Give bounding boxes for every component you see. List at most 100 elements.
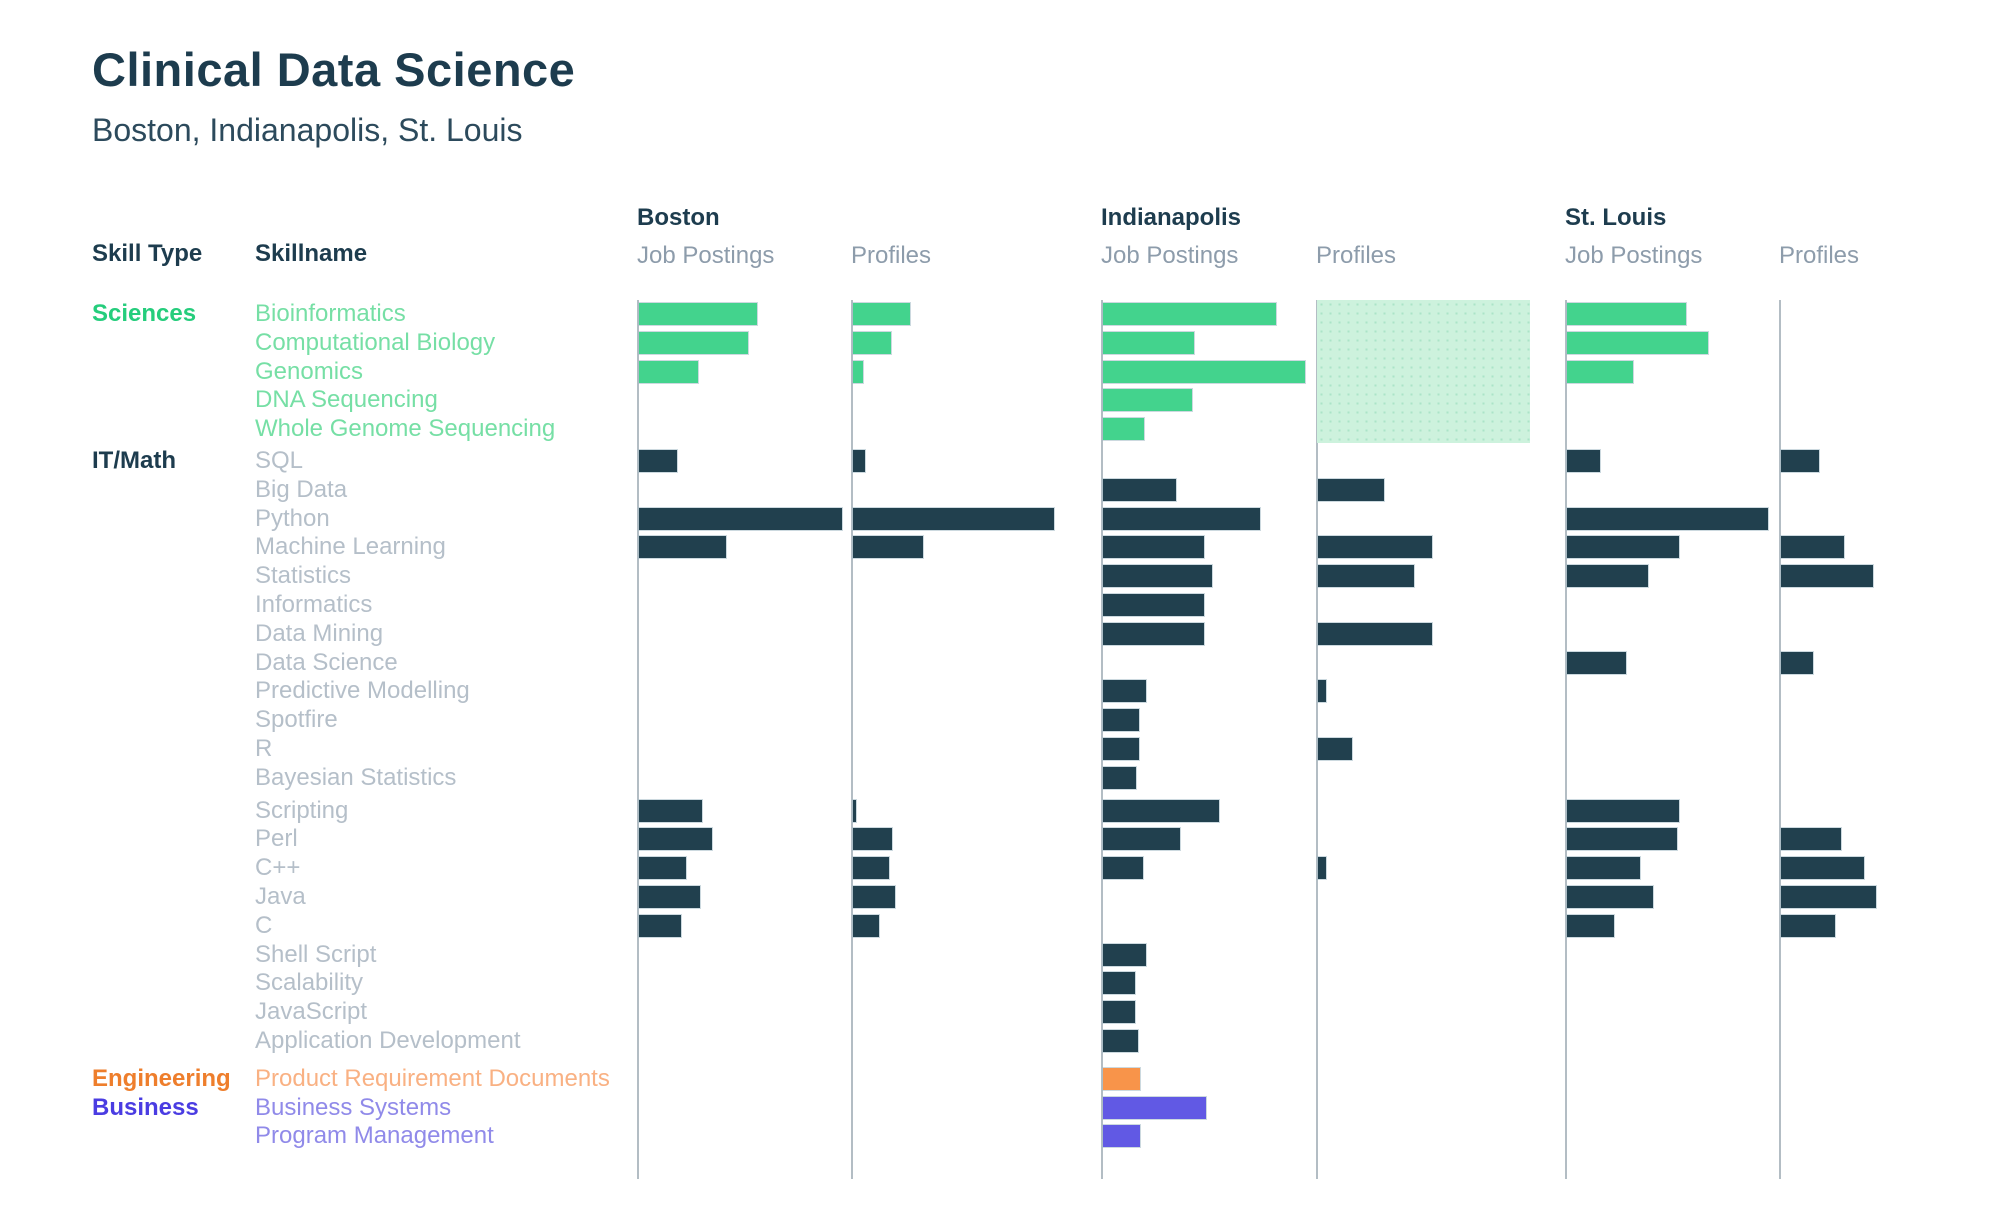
- bar-st-louis-job-postings-bioinformatics: [1567, 303, 1686, 325]
- bar-indianapolis-job-postings-business-systems: [1103, 1096, 1206, 1119]
- bar-indianapolis-job-postings-c: [1103, 857, 1143, 880]
- bar-boston-profiles-genomics: [853, 360, 863, 383]
- bar-boston-job-postings-scripting: [639, 799, 702, 822]
- metric-header-st-louis-profiles: Profiles: [1779, 242, 1860, 269]
- bar-boston-profiles-c: [853, 914, 879, 937]
- bar-boston-profiles-bioinformatics: [853, 303, 910, 325]
- skill-label-predictive-modelling: Predictive Modelling: [255, 677, 470, 705]
- skill-label-scripting: Scripting: [255, 796, 349, 824]
- bar-indianapolis-profiles-machine-learning: [1318, 536, 1432, 559]
- bar-indianapolis-job-postings-informatics: [1103, 594, 1204, 616]
- skill-label-python: Python: [255, 504, 330, 532]
- bar-boston-job-postings-java: [639, 886, 700, 908]
- bar-boston-job-postings-computational-biology: [639, 331, 748, 354]
- bar-indianapolis-job-postings-javascript: [1103, 1001, 1135, 1024]
- bar-st-louis-profiles-c: [1781, 857, 1864, 880]
- skill-label-computational-biology: Computational Biology: [255, 328, 496, 356]
- page-subtitle: Boston, Indianapolis, St. Louis: [92, 112, 523, 148]
- bar-boston-profiles-computational-biology: [853, 331, 891, 354]
- bar-indianapolis-job-postings-scripting: [1103, 799, 1219, 822]
- skill-label-product-requirement-documents: Product Requirement Documents: [255, 1064, 610, 1092]
- skill-label-program-management: Program Management: [255, 1122, 494, 1150]
- bar-boston-job-postings-c: [639, 857, 686, 880]
- bar-indianapolis-job-postings-whole-genome-sequencing: [1103, 418, 1144, 441]
- skill-label-bioinformatics: Bioinformatics: [255, 300, 406, 327]
- bar-st-louis-job-postings-java: [1567, 886, 1653, 908]
- bar-boston-job-postings-python: [639, 507, 842, 530]
- metric-header-st-louis-job-postings: Job Postings: [1565, 242, 1703, 269]
- metric-header-indianapolis-job-postings: Job Postings: [1101, 242, 1239, 269]
- bar-indianapolis-job-postings-genomics: [1103, 360, 1305, 383]
- skill-label-data-science: Data Science: [255, 648, 398, 676]
- highlight-box-indianapolis-profiles: [1317, 300, 1530, 443]
- axis-line-4: [1565, 300, 1567, 1179]
- metric-header-boston-job-postings: Job Postings: [637, 242, 775, 269]
- bar-st-louis-profiles-machine-learning: [1781, 536, 1844, 559]
- bar-indianapolis-job-postings-data-mining: [1103, 622, 1204, 645]
- bar-indianapolis-job-postings-product-requirement-documents: [1103, 1067, 1140, 1090]
- metric-header-boston-profiles: Profiles: [851, 242, 932, 269]
- bar-indianapolis-profiles-big-data: [1318, 478, 1384, 501]
- bar-st-louis-job-postings-scripting: [1567, 799, 1679, 822]
- skill-label-big-data: Big Data: [255, 475, 348, 503]
- bar-indianapolis-profiles-r: [1318, 738, 1352, 760]
- bar-indianapolis-profiles-predictive-modelling: [1318, 680, 1326, 703]
- city-header-st-louis: St. Louis: [1565, 204, 1667, 231]
- skill-label-perl: Perl: [255, 825, 298, 853]
- skill-type-column-header: Skill Type: [92, 240, 203, 267]
- bar-boston-profiles-java: [853, 886, 895, 908]
- skill-label-data-mining: Data Mining: [255, 619, 384, 647]
- axis-line-5: [1779, 300, 1781, 1179]
- skill-label-shell-script: Shell Script: [255, 940, 377, 968]
- bar-st-louis-profiles-data-science: [1781, 651, 1813, 674]
- bar-st-louis-job-postings-computational-biology: [1567, 331, 1708, 354]
- skill-label-business-systems: Business Systems: [255, 1093, 452, 1121]
- bar-st-louis-profiles-perl: [1781, 828, 1841, 851]
- bar-indianapolis-job-postings-machine-learning: [1103, 536, 1204, 559]
- axis-line-1: [851, 300, 853, 1179]
- skill-label-genomics: Genomics: [255, 357, 364, 385]
- skill-label-whole-genome-sequencing: Whole Genome Sequencing: [255, 415, 556, 443]
- bar-st-louis-profiles-java: [1781, 886, 1876, 908]
- bar-indianapolis-job-postings-spotfire: [1103, 709, 1139, 732]
- bar-indianapolis-job-postings-application-development: [1103, 1030, 1138, 1052]
- bar-st-louis-job-postings-statistics: [1567, 565, 1648, 588]
- skill-label-sql: SQL: [255, 447, 304, 474]
- skill-label-scalability: Scalability: [255, 969, 364, 997]
- bar-boston-profiles-python: [853, 507, 1054, 530]
- skillname-column-header: Skillname: [255, 240, 368, 267]
- skill-label-statistics: Statistics: [255, 562, 352, 590]
- bar-indianapolis-job-postings-scalability: [1103, 972, 1135, 995]
- bar-boston-job-postings-perl: [639, 828, 712, 851]
- bar-boston-profiles-perl: [853, 828, 892, 851]
- bar-st-louis-profiles-c: [1781, 914, 1835, 937]
- skill-label-javascript: JavaScript: [255, 998, 368, 1026]
- bar-indianapolis-job-postings-shell-script: [1103, 943, 1146, 966]
- bar-st-louis-profiles-statistics: [1781, 565, 1873, 588]
- bar-indianapolis-job-postings-big-data: [1103, 478, 1176, 501]
- bar-indianapolis-job-postings-bioinformatics: [1103, 303, 1276, 325]
- bar-boston-profiles-sql: [853, 450, 865, 472]
- bar-indianapolis-job-postings-perl: [1103, 828, 1180, 851]
- bar-boston-job-postings-genomics: [639, 360, 698, 383]
- bar-st-louis-job-postings-sql: [1567, 450, 1600, 472]
- axis-line-2: [1101, 300, 1103, 1179]
- bar-st-louis-job-postings-data-science: [1567, 651, 1626, 674]
- bar-st-louis-job-postings-perl: [1567, 828, 1677, 851]
- bar-indianapolis-job-postings-dna-sequencing: [1103, 389, 1192, 412]
- bar-boston-profiles-scripting: [853, 799, 856, 822]
- bar-indianapolis-job-postings-statistics: [1103, 565, 1212, 588]
- skill-type-label-it: IT/Math: [92, 447, 176, 474]
- skill-label-dna-sequencing: DNA Sequencing: [255, 386, 438, 414]
- metric-header-indianapolis-profiles: Profiles: [1316, 242, 1397, 269]
- skill-type-label-business: Business: [92, 1093, 199, 1121]
- bar-boston-job-postings-machine-learning: [639, 536, 726, 559]
- bar-boston-job-postings-bioinformatics: [639, 303, 757, 325]
- city-header-indianapolis: Indianapolis: [1101, 204, 1242, 231]
- bar-indianapolis-profiles-c: [1318, 857, 1326, 880]
- bar-indianapolis-job-postings-python: [1103, 507, 1260, 530]
- skill-label-c: C++: [255, 854, 301, 882]
- skill-label-application-development: Application Development: [255, 1027, 521, 1054]
- skill-type-label-sciences: Sciences: [92, 300, 197, 327]
- bar-indianapolis-job-postings-bayesian-statistics: [1103, 766, 1136, 789]
